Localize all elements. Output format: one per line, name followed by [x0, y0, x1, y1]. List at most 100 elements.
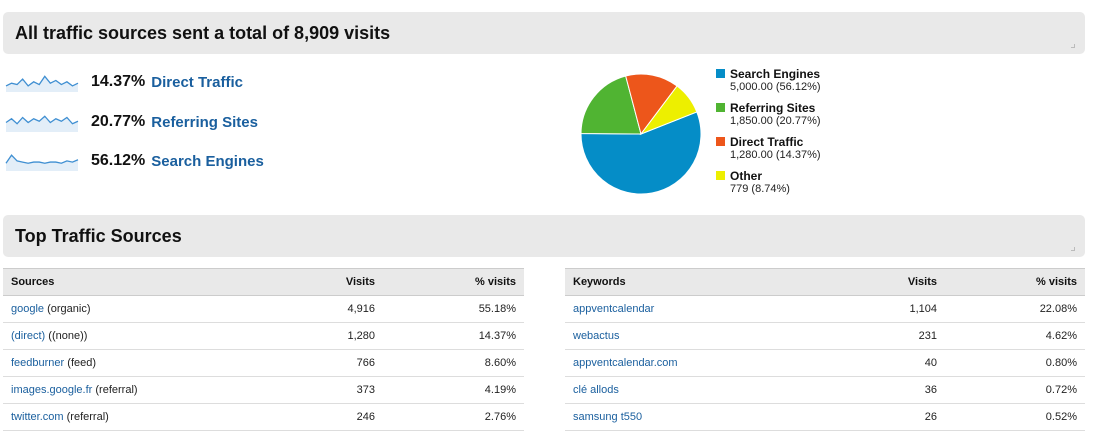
- column-header-keywords[interactable]: Keywords: [565, 268, 855, 296]
- column-header-visits[interactable]: Visits: [293, 268, 383, 296]
- keywords-table: Keywords Visits % visits appventcalendar…: [565, 268, 1085, 431]
- legend-name: Direct Traffic: [730, 135, 804, 149]
- keyword-link[interactable]: appventcalendar: [573, 303, 655, 315]
- keyword-cell: samsung t550: [565, 403, 855, 431]
- metric-direct-traffic: 14.37% Direct Traffic: [5, 71, 243, 93]
- overview-title: All traffic sources sent a total of 8,90…: [15, 23, 391, 43]
- sparkline-search-engines: [5, 154, 79, 171]
- pct-cell: 14.37%: [383, 322, 524, 350]
- sources-table: Sources Visits % visits google (organic)…: [3, 268, 524, 431]
- legend-swatch: [716, 171, 725, 180]
- metric-percent: 14.37%: [91, 73, 146, 90]
- legend-value: 1,280.00 (14.37%): [730, 149, 821, 161]
- legend-swatch: [716, 137, 725, 146]
- source-link[interactable]: feedburner: [11, 357, 65, 369]
- pct-cell: 22.08%: [945, 295, 1085, 323]
- metric-link-search-engines[interactable]: Search Engines: [151, 152, 264, 170]
- pct-cell: 55.18%: [383, 295, 524, 323]
- table-row: appventcalendar.com 40 0.80%: [565, 349, 1085, 377]
- pie-slice-referring-sites[interactable]: [580, 75, 642, 135]
- pie-slice-search-engines[interactable]: [580, 111, 702, 195]
- legend-item: Direct Traffic 1,280.00 (14.37%): [716, 135, 821, 169]
- overview-header: All traffic sources sent a total of 8,90…: [3, 12, 1085, 54]
- visits-cell: 36: [855, 376, 945, 404]
- source-cell: images.google.fr (referral): [3, 376, 293, 404]
- pct-cell: 4.62%: [945, 322, 1085, 350]
- table-row: clé allods 36 0.72%: [565, 376, 1085, 404]
- source-medium: ((none)): [45, 330, 88, 342]
- sparkline-direct-traffic: [5, 75, 79, 92]
- legend-value: 779 (8.74%): [730, 183, 790, 195]
- table-row: twitter.com (referral) 246 2.76%: [3, 403, 524, 431]
- column-header-pct-visits[interactable]: % visits: [383, 268, 524, 296]
- legend-name: Referring Sites: [730, 101, 816, 115]
- pct-cell: 0.72%: [945, 376, 1085, 404]
- legend-name: Search Engines: [730, 67, 821, 81]
- table-row: appventcalendar 1,104 22.08%: [565, 295, 1085, 323]
- legend-value: 1,850.00 (20.77%): [730, 115, 821, 127]
- pie-legend: Search Engines 5,000.00 (56.12%) Referri…: [716, 67, 821, 203]
- visits-cell: 1,104: [855, 295, 945, 323]
- keyword-link[interactable]: webactus: [573, 330, 620, 342]
- source-link[interactable]: google: [11, 303, 45, 315]
- keyword-cell: appventcalendar.com: [565, 349, 855, 377]
- pct-cell: 0.80%: [945, 349, 1085, 377]
- visits-cell: 373: [293, 376, 383, 404]
- source-medium: (feed): [64, 357, 97, 369]
- keyword-link[interactable]: appventcalendar.com: [573, 357, 678, 369]
- sparkline-line: [5, 154, 79, 164]
- traffic-pie-chart[interactable]: [578, 71, 704, 197]
- legend-value: 5,000.00 (56.12%): [730, 81, 821, 93]
- source-medium: (referral): [63, 411, 109, 423]
- table-row: images.google.fr (referral) 373 4.19%: [3, 376, 524, 404]
- column-header-visits[interactable]: Visits: [855, 268, 945, 296]
- legend-item: Search Engines 5,000.00 (56.12%): [716, 67, 821, 101]
- metric-link-direct-traffic[interactable]: Direct Traffic: [151, 73, 243, 91]
- source-cell: google (organic): [3, 295, 293, 323]
- source-medium: (organic): [44, 303, 91, 315]
- sparkline-referring-sites: [5, 115, 79, 132]
- resize-corner-icon: [1071, 44, 1075, 48]
- top-sources-title: Top Traffic Sources: [15, 226, 182, 246]
- sparkline-line: [5, 75, 79, 87]
- keyword-link[interactable]: clé allods: [573, 384, 619, 396]
- sparkline-area: [6, 116, 78, 132]
- keyword-link[interactable]: samsung t550: [573, 411, 643, 423]
- visits-cell: 766: [293, 349, 383, 377]
- table-row: (direct) ((none)) 1,280 14.37%: [3, 322, 524, 350]
- table-row: webactus 231 4.62%: [565, 322, 1085, 350]
- metric-percent: 56.12%: [91, 152, 146, 169]
- source-link[interactable]: (direct): [11, 330, 46, 342]
- pct-cell: 0.52%: [945, 403, 1085, 431]
- legend-swatch: [716, 103, 725, 112]
- pie-slice-other[interactable]: [639, 85, 698, 136]
- keyword-cell: webactus: [565, 322, 855, 350]
- resize-corner-icon: [1071, 247, 1075, 251]
- source-medium: (referral): [92, 384, 138, 396]
- sparkline-line: [5, 115, 79, 125]
- visits-cell: 4,916: [293, 295, 383, 323]
- visits-cell: 246: [293, 403, 383, 431]
- metric-percent: 20.77%: [91, 113, 146, 130]
- keyword-cell: appventcalendar: [565, 295, 855, 323]
- visits-cell: 231: [855, 322, 945, 350]
- top-sources-header: Top Traffic Sources: [3, 215, 1085, 257]
- metric-search-engines: 56.12% Search Engines: [5, 150, 264, 172]
- table-header-row: Sources Visits % visits: [3, 268, 524, 296]
- source-link[interactable]: images.google.fr: [11, 384, 93, 396]
- metric-link-referring-sites[interactable]: Referring Sites: [151, 113, 258, 131]
- column-header-sources[interactable]: Sources: [3, 268, 293, 296]
- table-header-row: Keywords Visits % visits: [565, 268, 1085, 296]
- legend-item: Other 779 (8.74%): [716, 169, 821, 203]
- keyword-cell: clé allods: [565, 376, 855, 404]
- column-header-pct-visits[interactable]: % visits: [945, 268, 1085, 296]
- visits-cell: 40: [855, 349, 945, 377]
- pct-cell: 8.60%: [383, 349, 524, 377]
- pie-slice-direct-traffic[interactable]: [625, 73, 678, 136]
- source-link[interactable]: twitter.com: [11, 411, 64, 423]
- pct-cell: 2.76%: [383, 403, 524, 431]
- source-cell: feedburner (feed): [3, 349, 293, 377]
- metric-referring-sites: 20.77% Referring Sites: [5, 111, 258, 133]
- pct-cell: 4.19%: [383, 376, 524, 404]
- sparkline-area: [6, 76, 78, 92]
